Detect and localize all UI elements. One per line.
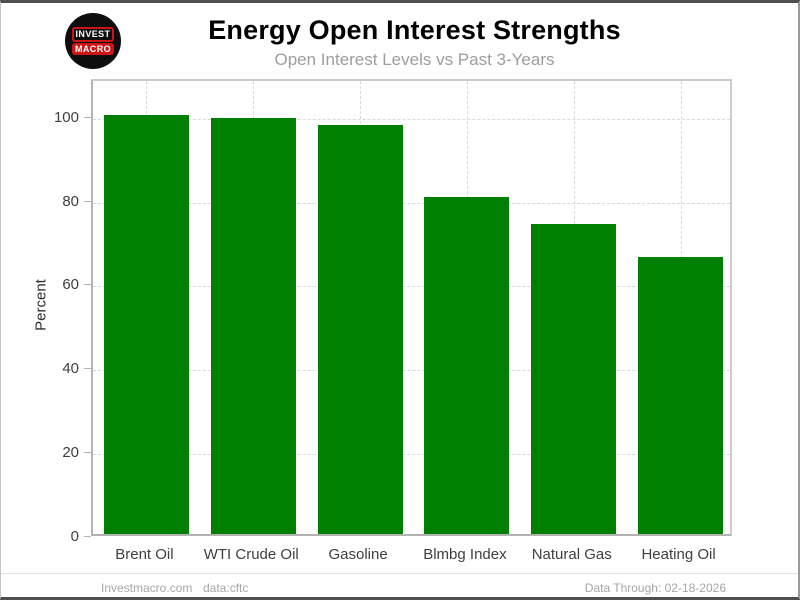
y-tick-label-20: 20 xyxy=(62,444,79,462)
h-gridline-20 xyxy=(93,454,730,456)
logo-macro-text: MACRO xyxy=(72,43,114,55)
footer-site-text: Investmacro.com xyxy=(101,581,193,595)
bar-wti-crude-oil xyxy=(210,118,296,534)
y-tick-mark-20 xyxy=(84,452,91,454)
chart-title: Energy Open Interest Strengths xyxy=(208,15,621,45)
investmacro-logo: INVEST MACRO xyxy=(65,13,121,69)
y-tick-label-0: 0 xyxy=(70,528,79,545)
y-tick-label-80: 80 xyxy=(62,192,79,210)
y-tick-label-40: 40 xyxy=(62,360,79,378)
y-tick-mark-100 xyxy=(84,116,91,118)
y-tick-label-100: 100 xyxy=(53,108,79,126)
bar-natural-gas xyxy=(531,223,617,534)
category-label-blmbg-index: Blmbg Index xyxy=(423,546,507,563)
h-gridline-80 xyxy=(93,202,730,204)
bar-brent-oil xyxy=(103,114,189,534)
plot-area xyxy=(91,79,732,536)
category-label-heating-oil: Heating Oil xyxy=(641,546,716,563)
bar-gasoline xyxy=(317,125,403,534)
y-tick-mark-60 xyxy=(84,284,91,286)
category-label-natural-gas: Natural Gas xyxy=(531,546,612,563)
y-tick-mark-0 xyxy=(84,536,91,537)
bar-blmbg-index xyxy=(424,196,510,534)
h-gridline-60 xyxy=(93,286,730,288)
logo-invest-text: INVEST xyxy=(71,27,115,42)
footer-source-text: data:cftc xyxy=(203,581,249,595)
y-tick-mark-80 xyxy=(84,200,91,202)
chart-subtitle: Open Interest Levels vs Past 3-Years xyxy=(274,50,555,69)
bar-heating-oil xyxy=(638,257,724,534)
footer-data-through: Data Through: 02-18-2026 xyxy=(584,581,726,595)
category-label-wti-crude-oil: WTI Crude Oil xyxy=(203,546,299,563)
y-tick-mark-40 xyxy=(84,368,91,370)
h-gridline-100 xyxy=(93,118,730,120)
h-gridline-40 xyxy=(93,370,730,372)
y-tick-label-60: 60 xyxy=(62,276,79,294)
category-label-brent-oil: Brent Oil xyxy=(115,546,174,563)
footer-separator xyxy=(1,573,798,574)
category-label-gasoline: Gasoline xyxy=(328,546,388,563)
